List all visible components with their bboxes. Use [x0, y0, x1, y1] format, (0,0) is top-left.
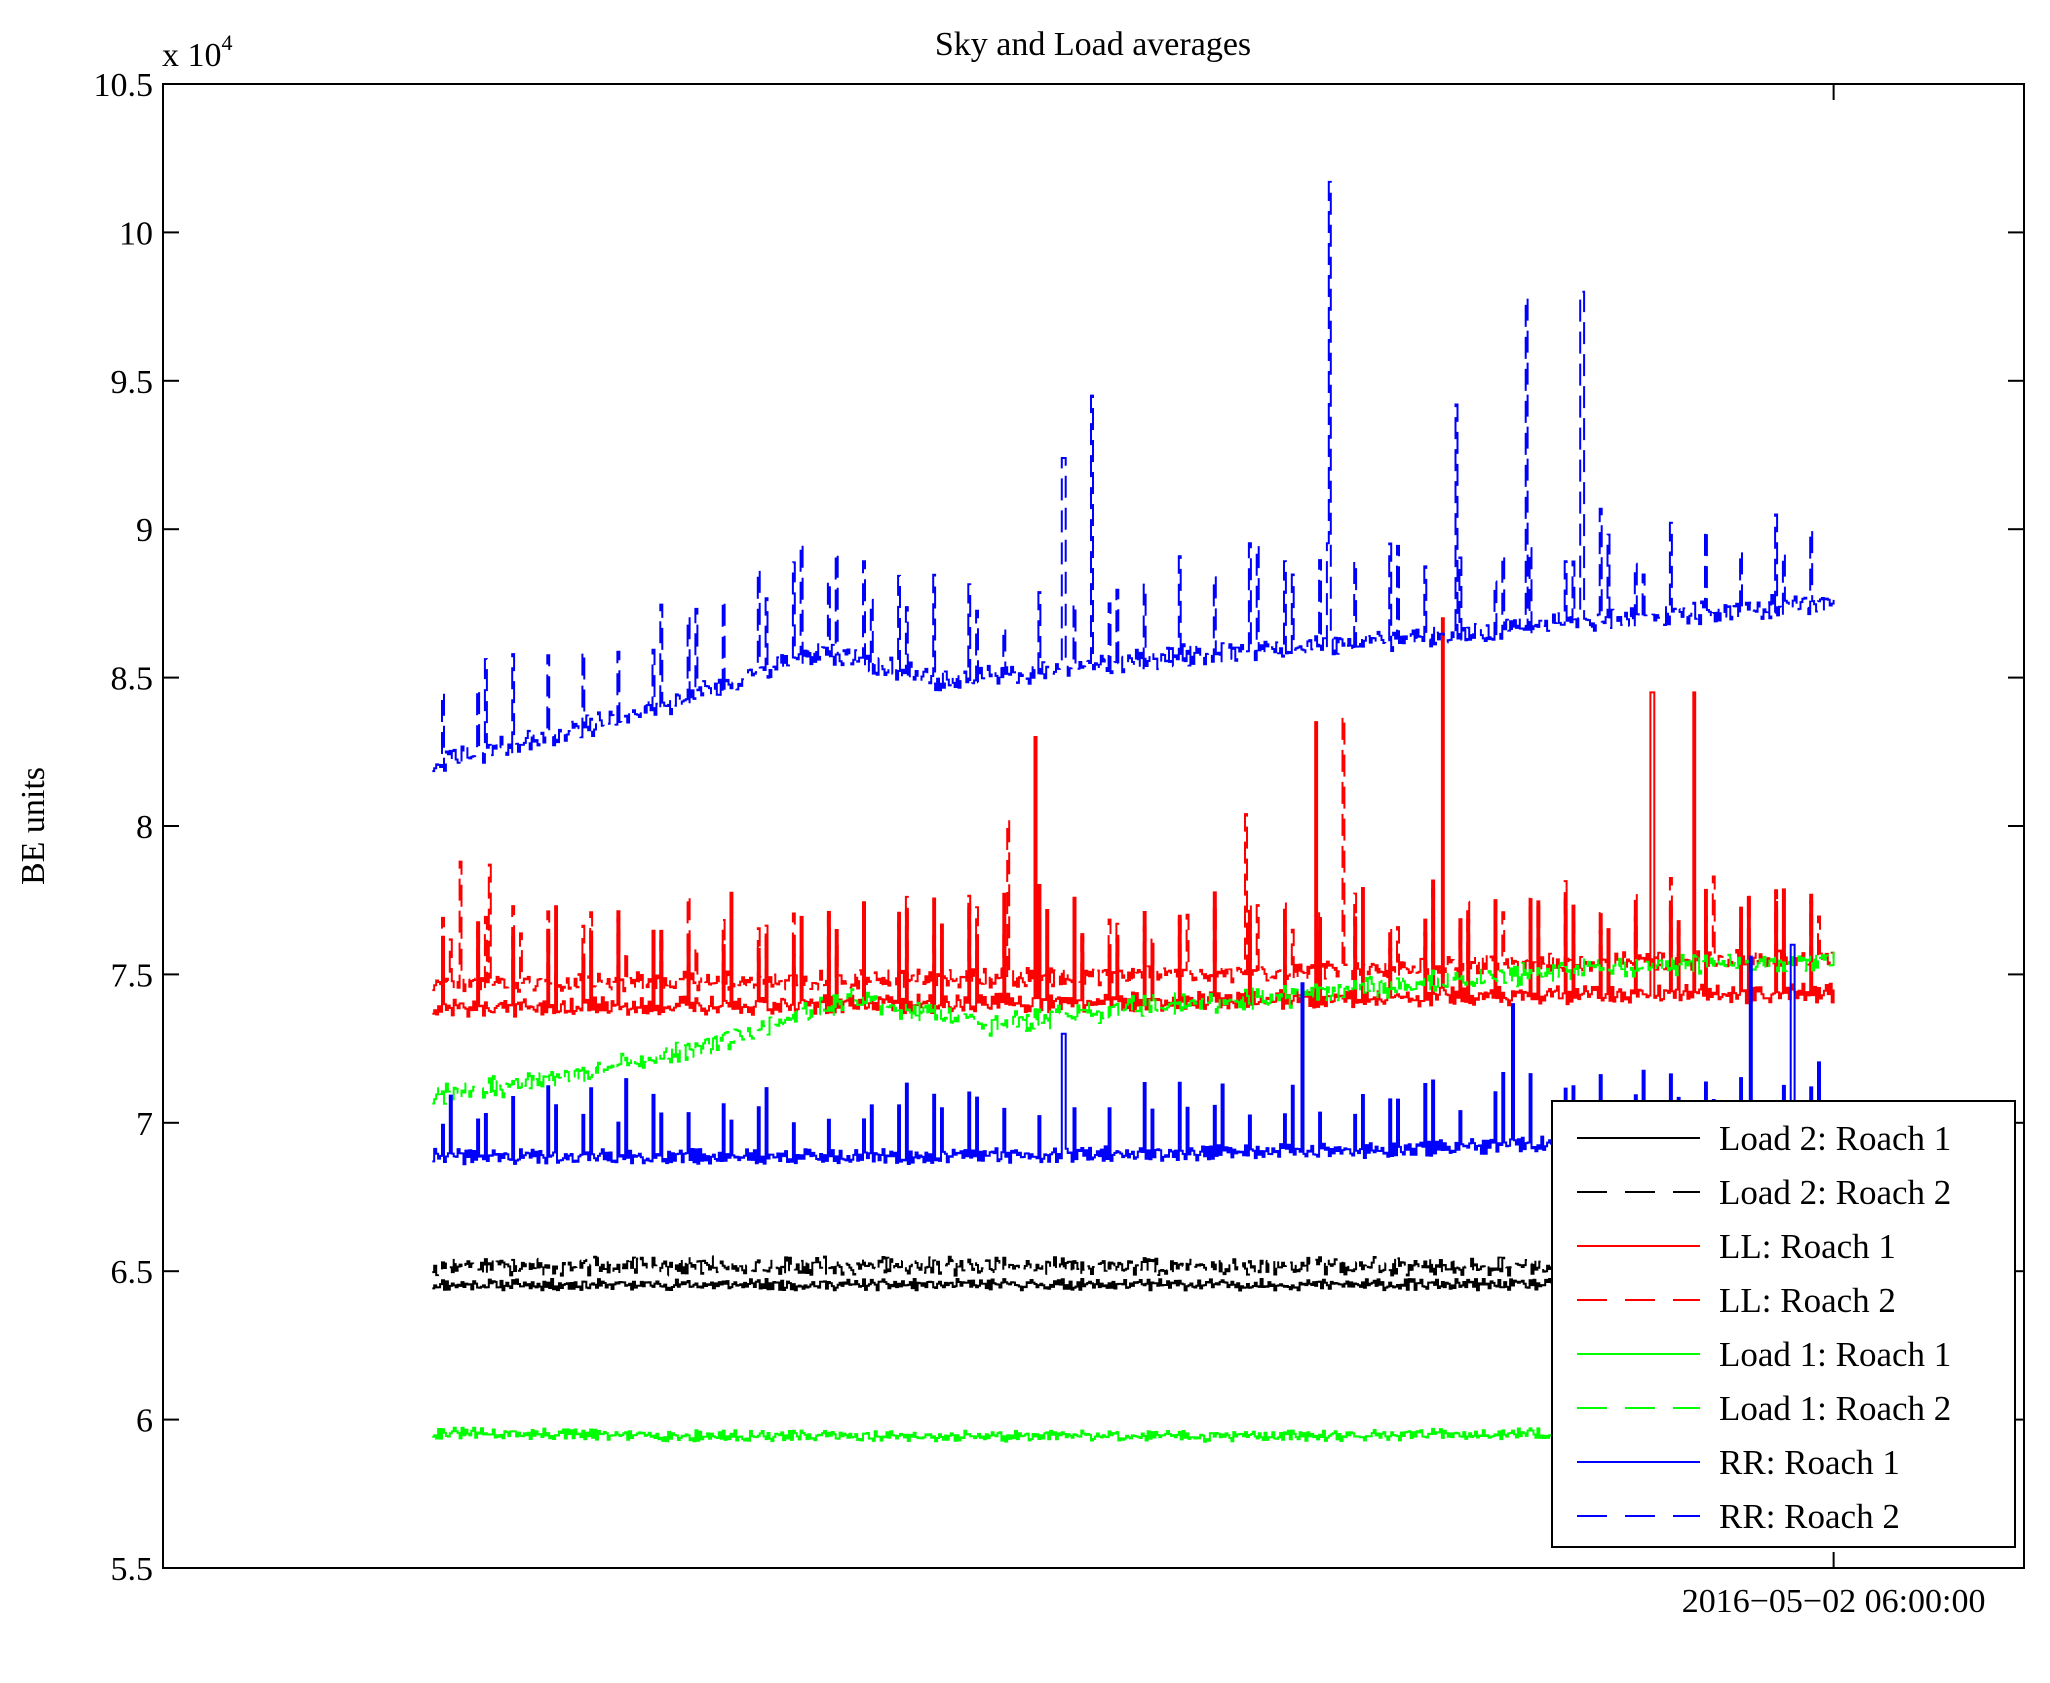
y-tick-label: 8.5 — [111, 661, 154, 698]
y-tick-label: 10.5 — [94, 67, 154, 104]
y-axis-label: BE units — [15, 767, 52, 885]
y-tick-label: 9.5 — [111, 364, 154, 401]
legend-box — [1551, 1100, 2016, 1548]
legend-label: RR: Roach 2 — [1719, 1497, 1900, 1536]
y-tick-label: 6 — [136, 1403, 153, 1440]
x-tick-label: 2016−05−02 06:00:00 — [1682, 1583, 1986, 1620]
axis-ticks: 5.5 6 6.5 7 7.5 8 8.5 9 9.5 10 10.5 2016−05−02 06:0… — [94, 67, 2024, 1620]
legend-label: LL: Roach 1 — [1719, 1227, 1896, 1266]
legend: Load 2: Roach 1 Load 2: Roach 2 LL: Roach … — [1551, 1100, 2016, 1548]
series-line — [432, 951, 1835, 1105]
legend-label: RR: Roach 1 — [1719, 1443, 1900, 1482]
legend-label: Load 1: Roach 2 — [1719, 1389, 1951, 1428]
y-multiplier-exponent: 4 — [222, 30, 233, 55]
series-line — [432, 180, 1835, 773]
y-tick-label: 10 — [119, 215, 153, 252]
y-multiplier-label: x 104 — [162, 30, 233, 74]
legend-label: Load 2: Roach 1 — [1719, 1119, 1951, 1158]
y-tick-label: 9 — [136, 512, 153, 549]
series-line — [432, 715, 1835, 994]
y-tick-label: 7 — [136, 1106, 153, 1143]
series-line — [432, 617, 1835, 1018]
y-tick-label: 8 — [136, 809, 153, 846]
legend-label: Load 1: Roach 1 — [1719, 1335, 1951, 1374]
legend-label: Load 2: Roach 2 — [1719, 1173, 1951, 1212]
y-tick-label: 7.5 — [111, 957, 154, 994]
legend-label: LL: Roach 2 — [1719, 1281, 1896, 1320]
chart-title: Sky and Load averages — [935, 26, 1251, 63]
y-tick-label: 6.5 — [111, 1254, 154, 1291]
y-tick-label: 5.5 — [111, 1551, 154, 1588]
